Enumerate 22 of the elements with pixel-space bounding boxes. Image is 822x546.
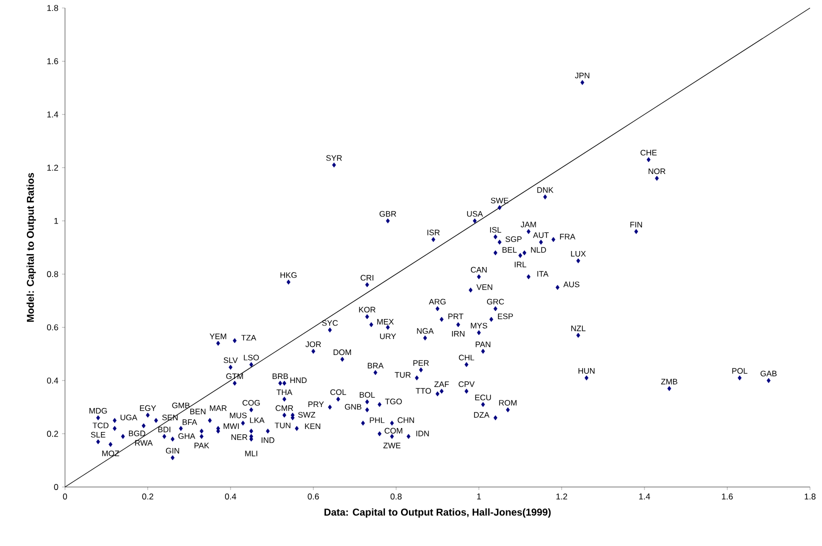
x-tick-label: 1.2	[556, 494, 568, 500]
y-tick-label: 0.6	[47, 324, 58, 330]
x-axis-title: Data: Capital to Output Ratios, Hall-Jones(1999)	[324, 508, 551, 518]
y-tick-label: 1.4	[47, 112, 58, 118]
y-tick-label: 0.2	[47, 430, 58, 437]
y-tick-label: 0.4	[47, 378, 58, 384]
y-tick-label: 1	[54, 218, 58, 224]
y-axis-title: Model: Capital to Output Ratios	[26, 173, 36, 322]
x-tick-label: 0.8	[390, 494, 402, 500]
x-tick-label: 0.6	[308, 494, 319, 500]
y-tick-label: 0.8	[47, 271, 58, 278]
y-tick-label: 1.6	[47, 58, 58, 64]
x-tick-label: 0.4	[225, 494, 236, 500]
x-tick-label: 0.2	[142, 494, 154, 500]
x-tick-label: 1.4	[639, 494, 650, 500]
x-tick-label: 0	[62, 494, 68, 500]
y-tick-label: 1.2	[47, 164, 58, 171]
y-tick-label: 1.8	[47, 5, 58, 11]
x-tick-label: 1.6	[722, 494, 733, 500]
x-tick-label: 1	[477, 494, 481, 500]
y-tick-label: 0	[54, 484, 58, 490]
x-tick-label: 1.8	[804, 494, 816, 500]
